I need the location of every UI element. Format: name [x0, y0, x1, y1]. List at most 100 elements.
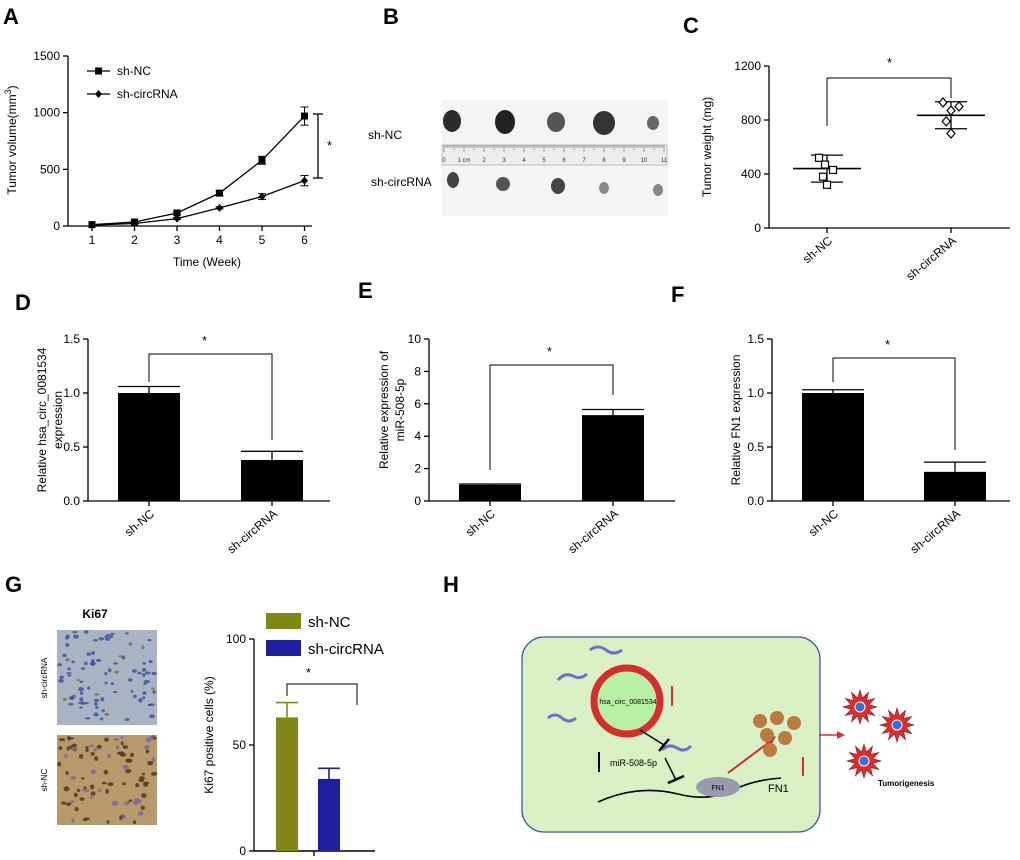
ihc-nucleus	[138, 776, 145, 781]
ihc-nucleus	[95, 658, 102, 662]
panel-d-y-tick-label: 1.5	[63, 332, 80, 346]
data-point-diamond	[938, 97, 948, 108]
ihc-nucleus	[94, 755, 99, 761]
panel-f-y-tick-label: 0.5	[747, 440, 764, 454]
inhibit-bar-2	[667, 774, 685, 785]
ihc-nucleus	[141, 772, 145, 776]
ihc-nucleus	[62, 653, 67, 658]
ihc-nucleus	[93, 698, 100, 702]
fn1-gene-oval	[696, 777, 740, 797]
panel-c-y-tick-label: 800	[741, 113, 761, 127]
ihc-nucleus	[122, 814, 126, 820]
tumor-arrowhead	[837, 731, 845, 739]
ihc-nucleus	[63, 786, 70, 792]
ihc-nucleus	[130, 690, 134, 693]
ihc-row-label-sh-nc: sh-NC	[40, 768, 49, 791]
ihc-nucleus	[62, 697, 68, 702]
panel-e-y-tick-label: 8	[414, 364, 421, 378]
tumor-circ-2	[496, 177, 510, 191]
ihc-nucleus	[120, 736, 124, 740]
fn1-protein-ball	[753, 714, 767, 728]
ruler-number: 9	[622, 158, 626, 164]
data-point-diamond	[954, 101, 964, 112]
panel-c-x-tick-label: sh-circRNA	[903, 234, 958, 284]
ruler-number: 6	[562, 158, 566, 164]
panel-a-x-tick-label: 2	[131, 233, 138, 247]
inhibit-line-1	[639, 729, 665, 746]
ihc-nucleus	[83, 661, 88, 666]
panel-a-x-tick-label: 6	[301, 233, 308, 247]
ihc-nucleus	[59, 675, 64, 679]
ihc-nucleus	[89, 661, 96, 666]
bar-sh-circrna	[924, 471, 986, 501]
panel-d-y-tick-label: 0.5	[63, 440, 80, 454]
data-point-square	[828, 165, 838, 175]
ihc-nucleus	[129, 752, 135, 758]
ihc-nucleus	[142, 662, 147, 665]
fn1-protein-ball	[760, 728, 774, 742]
ihc-nucleus	[94, 693, 100, 696]
legend-swatch-sh-nc	[266, 613, 301, 629]
panel-f-significance-star: *	[885, 337, 890, 352]
series-line-sh-nc	[91, 115, 305, 226]
ihc-nucleus	[128, 642, 133, 646]
ihc-nucleus	[143, 679, 150, 684]
panel-a-x-axis-label: Time (Week)	[173, 255, 241, 269]
panel-f-x-tick-label: sh-NC	[806, 506, 841, 539]
ihc-nucleus	[110, 682, 115, 686]
ihc-nucleus	[108, 635, 114, 638]
inhibit-bar-1	[658, 738, 670, 752]
tumor-nc-3	[547, 112, 565, 132]
data-point-diamond	[216, 203, 223, 212]
ihc-nucleus	[81, 789, 86, 792]
panel-label-e: E	[358, 278, 373, 303]
ihc-nucleus	[114, 670, 119, 674]
ihc-nucleus	[107, 753, 111, 759]
ihc-nucleus	[68, 702, 74, 706]
mirna-label: miR-508-5p	[610, 758, 657, 768]
ihc-nucleus	[125, 632, 129, 635]
panel-g-y-axis-label: Ki67 positive cells (%)	[202, 676, 216, 793]
panel-e-y-tick-label: 0	[414, 494, 421, 508]
bracket-path	[148, 353, 273, 440]
ihc-nucleus	[65, 642, 70, 647]
row-label-sh-nc: sh-NC	[368, 128, 402, 142]
legend-label-sh-circrna: sh-circRNA	[117, 87, 178, 101]
ihc-nucleus	[99, 717, 104, 721]
ihc-nucleus	[124, 801, 130, 806]
ihc-nucleus	[57, 761, 62, 767]
ihc-nucleus	[98, 637, 105, 641]
data-point-square	[301, 112, 308, 120]
ihc-nucleus	[69, 695, 75, 701]
bar-sh-circrna	[241, 459, 303, 501]
mirna-hairpin-1	[589, 645, 623, 655]
ihc-nucleus	[90, 794, 94, 800]
ihc-nucleus	[89, 784, 95, 790]
tumor-circ-1	[447, 172, 459, 188]
legend-label-sh-nc: sh-NC	[117, 64, 151, 78]
ihc-nucleus	[113, 691, 118, 694]
ihc-nucleus	[67, 674, 72, 677]
ihc-nucleus	[79, 680, 84, 683]
bar-sh-nc	[276, 717, 298, 851]
ihc-nucleus	[144, 744, 150, 750]
panel-d-y-tick-label: 1.0	[63, 386, 80, 400]
bar-sh-circrna	[582, 415, 644, 501]
panel-f-bar-chart: 0.0 0.5 1.0 1.5 sh-NC sh-circRNA Relative FN1…	[729, 332, 1010, 556]
ihc-nucleus	[122, 764, 129, 770]
ihc-nucleus	[70, 776, 76, 780]
bracket-path	[286, 683, 358, 705]
ihc-nucleus	[132, 820, 137, 825]
ihc-nucleus	[114, 738, 120, 741]
ihc-nucleus	[65, 802, 72, 806]
ruler-number: 4	[522, 158, 526, 164]
data-point-diamond	[258, 192, 266, 201]
ihc-nucleus	[147, 760, 154, 766]
legend-label-sh-circrna: sh-circRNA	[308, 641, 384, 658]
panel-label-f: F	[671, 282, 684, 307]
ihc-nucleus	[79, 697, 84, 702]
ihc-nucleus	[65, 770, 69, 776]
panel-b-tumor-photo: sh-NC sh-circRNA 0 1 cm 2 3 4 5 6 7 8 9 10 11	[368, 100, 668, 216]
panel-c-y-tick-label: 0	[754, 221, 761, 235]
